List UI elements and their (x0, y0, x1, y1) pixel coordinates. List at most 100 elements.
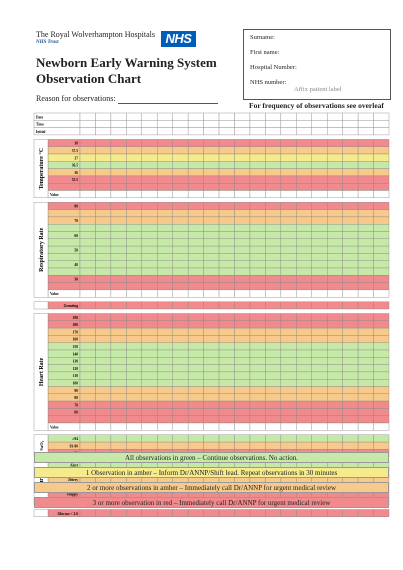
obs-row-cell (327, 153, 343, 162)
obs-row-cell (79, 342, 96, 351)
obs-row-cell (141, 216, 158, 225)
obs-row-cell (187, 415, 204, 424)
obs-row-cell (249, 190, 266, 199)
obs-row-cell (187, 216, 204, 225)
header-row-cell (110, 112, 127, 121)
obs-row-cell (141, 146, 158, 155)
obs-row-cell (342, 289, 359, 298)
obs-row-cell (249, 267, 266, 276)
obs-row-cell (157, 223, 173, 232)
obs-row-cell (280, 238, 297, 247)
obs-row-cell (311, 190, 328, 199)
obs-row-cell (187, 260, 204, 269)
obs-row-cell (357, 408, 374, 416)
obs-row-cell (234, 313, 251, 322)
obs-row-cell (218, 245, 235, 254)
obs-row-cell (95, 223, 112, 232)
header-row-cell (234, 120, 251, 128)
obs-row-cell (280, 313, 297, 322)
section-label: Respiratory Rate (39, 227, 45, 271)
obs-row-cell (157, 393, 173, 402)
obs-row-cell (342, 364, 359, 373)
obs-row-cell (126, 223, 142, 232)
obs-row-cell (357, 434, 374, 443)
obs-row-cell (218, 168, 235, 177)
row-label: 90 (74, 389, 78, 393)
obs-row-cell (203, 342, 220, 351)
obs-row-cell (187, 335, 204, 343)
obs-row-cell (95, 408, 112, 416)
obs-row-cell (342, 153, 359, 162)
obs-row-cell (280, 146, 297, 155)
obs-row-cell (187, 168, 204, 177)
obs-row-cell (357, 393, 374, 402)
obs-row-cell (234, 422, 251, 431)
obs-row-cell (342, 313, 359, 322)
obs-row-cell (187, 139, 204, 147)
obs-row-cell (249, 253, 266, 261)
obs-row-cell (373, 275, 390, 283)
obs-row-cell (95, 238, 112, 247)
obs-row-cell (110, 393, 127, 402)
obs-row-cell (373, 422, 390, 431)
obs-row-cell (141, 509, 158, 518)
obs-row-cell (249, 301, 266, 310)
obs-row-cell (342, 253, 359, 261)
obs-row-cell (110, 260, 127, 269)
obs-row-cell (296, 282, 312, 291)
header-row-cell (342, 127, 359, 136)
obs-row-cell (311, 175, 328, 184)
obs-row-cell (172, 275, 189, 283)
obs-row-cell (157, 509, 173, 518)
obs-row-cell (265, 335, 282, 343)
obs-row-cell (218, 408, 235, 416)
obs-row-cell (311, 289, 328, 298)
obs-row-cell (95, 267, 112, 276)
obs-row-cell (95, 364, 112, 373)
obs-row-cell (373, 253, 390, 261)
obs-row-cell (187, 223, 204, 232)
obs-row-cell (110, 175, 127, 184)
obs-row-cell (126, 349, 142, 358)
obs-row-cell (311, 260, 328, 269)
obs-row-cell (110, 349, 127, 358)
obs-row-cell (126, 260, 142, 269)
obs-row-cell (265, 441, 282, 450)
obs-row-cell (296, 209, 312, 218)
obs-row-cell (110, 168, 127, 177)
obs-row-cell (157, 209, 173, 218)
obs-row-cell (373, 357, 390, 365)
obs-row-cell (141, 371, 158, 380)
header-row-cell (280, 127, 297, 136)
obs-row-cell (218, 209, 235, 218)
obs-row-cell (327, 146, 343, 155)
obs-row-cell (126, 509, 142, 518)
obs-row-cell (296, 371, 312, 380)
obs-row-cell (357, 441, 374, 450)
obs-row-cell (172, 434, 189, 443)
reason-input-line[interactable] (118, 103, 218, 104)
obs-row-cell (342, 168, 359, 177)
header-row-cell (187, 120, 204, 128)
obs-row-cell (172, 393, 189, 402)
row-label: Jittery (68, 478, 78, 482)
obs-row-cell (126, 335, 142, 343)
obs-row-cell (234, 260, 251, 269)
frequency-note: For frequency of observations see overle… (249, 101, 384, 110)
obs-row-cell (141, 393, 158, 402)
obs-row-cell (79, 408, 96, 416)
obs-row-cell (311, 139, 328, 147)
obs-row-cell (126, 364, 142, 373)
obs-row-cell (126, 386, 142, 395)
obs-row-cell (157, 327, 173, 336)
obs-row-cell (141, 168, 158, 177)
obs-row-cell (342, 415, 359, 424)
obs-row-cell (357, 342, 374, 351)
obs-row-cell (296, 335, 312, 343)
section-label-cell (33, 313, 49, 431)
obs-row-cell (218, 320, 235, 329)
obs-row-cell (357, 245, 374, 254)
obs-row-cell (172, 253, 189, 261)
obs-row-cell (110, 422, 127, 431)
obs-row-cell (79, 349, 96, 358)
